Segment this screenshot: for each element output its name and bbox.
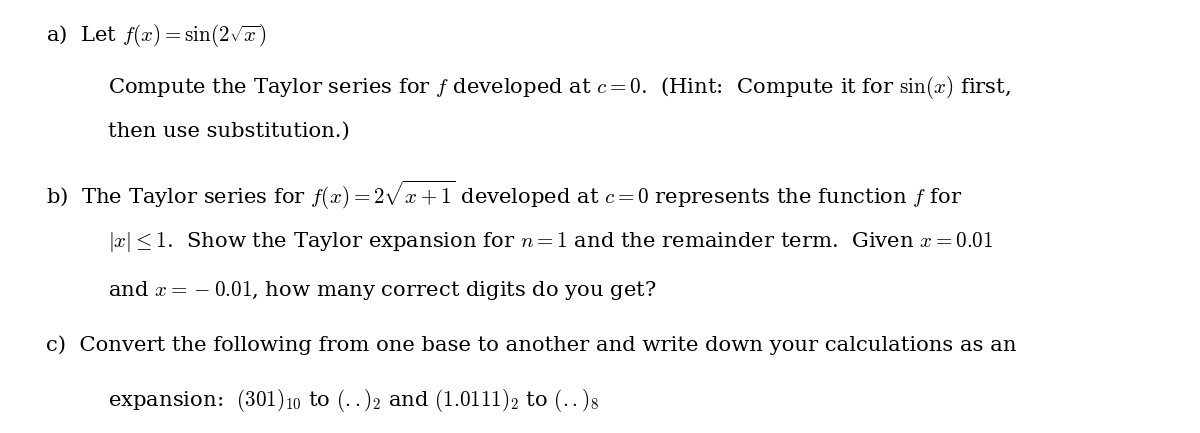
Text: then use substitution.): then use substitution.) — [108, 122, 349, 141]
Text: and $x = -0.01$, how many correct digits do you get?: and $x = -0.01$, how many correct digits… — [108, 279, 656, 302]
Text: Compute the Taylor series for $f$ developed at $c = 0$.  (Hint:  Compute it for : Compute the Taylor series for $f$ develo… — [108, 74, 1010, 100]
Text: c)  Convert the following from one base to another and write down your calculati: c) Convert the following from one base t… — [46, 335, 1016, 355]
Text: b)  The Taylor series for $f(x) = 2\sqrt{x+1}$ developed at $c = 0$ represents t: b) The Taylor series for $f(x) = 2\sqrt{… — [46, 178, 962, 212]
Text: expansion:  $(301)_{10}$ to $(..)_2$ and $(1.0111)_2$ to $(..)_8$: expansion: $(301)_{10}$ to $(..)_2$ and … — [108, 387, 599, 414]
Text: $|x| \leq 1$.  Show the Taylor expansion for $n = 1$ and the remainder term.  Gi: $|x| \leq 1$. Show the Taylor expansion … — [108, 230, 994, 254]
Text: a)  Let $f(x) = \sin(2\sqrt{x})$: a) Let $f(x) = \sin(2\sqrt{x})$ — [46, 22, 266, 48]
